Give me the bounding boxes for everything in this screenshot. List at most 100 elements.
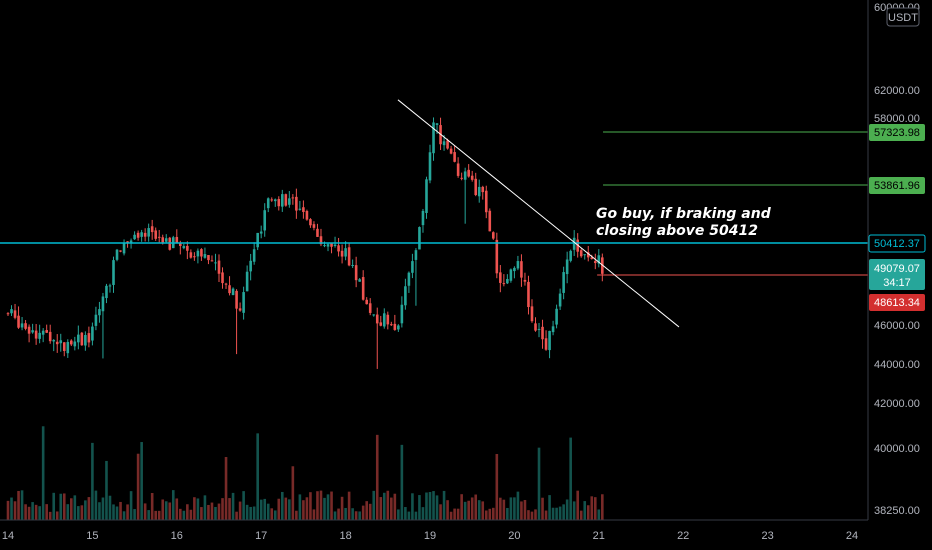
volume-bar <box>590 496 594 520</box>
volume-bar <box>80 505 84 520</box>
candle <box>207 255 210 265</box>
volume-bar <box>463 501 467 520</box>
volume-bar <box>601 494 604 520</box>
volume-bar <box>516 491 520 520</box>
candle <box>24 320 27 331</box>
volume-bar <box>597 509 601 520</box>
candle <box>382 308 386 329</box>
candle <box>133 231 136 240</box>
volume-bar <box>474 494 478 520</box>
descending-trendline[interactable] <box>397 99 680 328</box>
candle <box>397 324 400 332</box>
candle <box>266 197 270 213</box>
volume-bar <box>45 504 48 520</box>
volume-bar <box>572 501 576 520</box>
volume-bar <box>467 500 470 520</box>
volume-bar <box>492 507 495 520</box>
candle <box>442 135 446 151</box>
candle <box>400 296 404 328</box>
volume-bar <box>534 509 537 520</box>
volume-bar <box>164 501 168 520</box>
volume-bar <box>203 495 207 520</box>
volume-bar <box>291 466 295 520</box>
currency-badge[interactable] <box>886 7 920 27</box>
volume-bar <box>31 502 34 520</box>
volume-bar <box>288 499 291 520</box>
time-tick-label: 19 <box>424 530 436 542</box>
target-1-tag-text: 57323.98 <box>874 127 920 139</box>
candle <box>551 320 555 336</box>
candle <box>407 271 411 293</box>
volume-bar <box>390 497 393 520</box>
volume-bar <box>154 510 157 520</box>
candle <box>112 256 115 293</box>
volume-bar <box>407 511 411 520</box>
volume-bar <box>509 497 513 520</box>
candle <box>351 259 354 268</box>
volume-bar <box>108 495 112 520</box>
volume-bar <box>55 511 59 520</box>
candle <box>520 254 523 287</box>
candle <box>115 248 119 262</box>
price-axis[interactable]: 62000.00 58000.00 46000.00 44000.00 42000.00… <box>874 2 920 517</box>
time-axis[interactable]: 14 15 16 17 18 19 20 21 22 23 24 <box>2 530 858 542</box>
volume-bar <box>98 502 101 520</box>
volume-bar <box>565 499 569 520</box>
volume-bar <box>168 502 172 520</box>
candle <box>456 157 460 178</box>
time-tick-label: 18 <box>339 530 351 542</box>
candle <box>309 218 312 228</box>
breakout-level-tag <box>868 234 926 253</box>
volume-bar <box>217 503 221 520</box>
volume-bar <box>365 501 368 520</box>
candle <box>305 209 309 221</box>
volume-bar <box>562 504 565 520</box>
volume-bar <box>326 494 330 520</box>
volume-bar <box>404 507 407 520</box>
volume-bar <box>295 510 298 520</box>
candle <box>270 197 274 202</box>
candle <box>17 306 20 329</box>
candle <box>333 236 337 248</box>
candle <box>548 330 551 359</box>
candle <box>186 241 189 260</box>
last-level-tag-text: 48613.34 <box>874 297 920 309</box>
volume-bar <box>537 447 541 520</box>
volume-bar <box>252 506 256 520</box>
candle <box>52 339 56 352</box>
candle <box>372 314 376 317</box>
candle <box>288 191 291 208</box>
candle <box>544 330 548 351</box>
volume-bar <box>150 492 154 520</box>
candle <box>221 267 224 289</box>
candle <box>516 255 520 271</box>
candle <box>66 339 70 358</box>
candle <box>136 230 140 241</box>
annotation-line-2[interactable]: closing above 50412 <box>596 223 758 239</box>
volume-bar <box>576 490 579 520</box>
candle <box>238 302 242 312</box>
candle <box>502 274 506 287</box>
annotation-line-1[interactable]: Go buy, if braking and <box>596 206 772 222</box>
candle <box>302 200 305 219</box>
volume-bar <box>506 507 509 520</box>
candle <box>354 256 358 288</box>
volume-bar <box>351 508 354 520</box>
candle <box>477 179 481 203</box>
target-1-tag <box>869 124 925 141</box>
candle <box>368 298 372 316</box>
volume-bar <box>470 497 474 520</box>
volume-bar <box>196 498 200 520</box>
volume-bar <box>66 504 70 520</box>
candle <box>281 189 284 212</box>
volume-bar <box>115 506 119 520</box>
volume-bar <box>583 501 587 520</box>
candle <box>154 227 157 241</box>
candle <box>513 266 516 279</box>
volume-bar <box>256 433 259 520</box>
candle <box>467 164 470 178</box>
volume-bar <box>179 508 182 520</box>
volume-bar <box>397 509 400 520</box>
target-2-tag-text: 53861.96 <box>874 180 920 192</box>
